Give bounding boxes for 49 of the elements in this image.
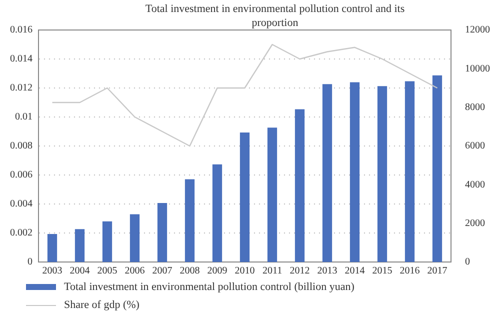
y2-tick-label: 4000 bbox=[465, 179, 485, 190]
chart-title: Total investment in environmental pollution control and its proportion bbox=[144, 2, 406, 30]
bar bbox=[74, 229, 85, 262]
y2-tick-label: 2000 bbox=[465, 218, 485, 229]
bar bbox=[130, 214, 140, 262]
bar bbox=[322, 84, 332, 262]
y-tick-label: 0.004 bbox=[10, 198, 32, 210]
legend-label: Share of gdp (%) bbox=[64, 299, 140, 311]
bar bbox=[267, 128, 278, 262]
x-tick-label: 2011 bbox=[262, 266, 282, 277]
y-tick-label: 0.008 bbox=[10, 140, 32, 152]
bar bbox=[47, 234, 58, 262]
y2-tick-label: 0 bbox=[465, 256, 470, 268]
bar bbox=[184, 179, 195, 262]
y-tick-label: 0 bbox=[28, 256, 32, 268]
bar bbox=[240, 132, 250, 262]
x-tick-label: 2006 bbox=[124, 266, 145, 277]
x-tick-label: 2016 bbox=[400, 266, 420, 277]
y-tick-label: 0.012 bbox=[10, 82, 32, 94]
y-tick-label: 0.002 bbox=[10, 228, 32, 239]
x-tick-label: 2012 bbox=[290, 266, 310, 277]
y2-tick-label: 12000 bbox=[465, 24, 490, 36]
x-tick-label: 2004 bbox=[70, 266, 90, 277]
bar bbox=[404, 81, 415, 262]
y2-tick-label: 8000 bbox=[465, 102, 485, 113]
x-tick-label: 2003 bbox=[42, 266, 62, 277]
y-tick-label: 0.016 bbox=[10, 24, 32, 36]
y2-tick-label: 10000 bbox=[465, 63, 490, 74]
x-tick-label: 2015 bbox=[372, 266, 392, 277]
y2-tick-label: 6000 bbox=[465, 140, 485, 152]
x-tick-label: 2005 bbox=[97, 266, 118, 277]
bar bbox=[350, 82, 360, 262]
bar bbox=[102, 221, 112, 262]
bar bbox=[157, 203, 168, 262]
y-tick-label: 0.014 bbox=[10, 54, 32, 65]
x-tick-label: 2009 bbox=[207, 266, 228, 277]
x-tick-label: 2007 bbox=[152, 266, 172, 277]
x-tick-label: 2010 bbox=[234, 266, 255, 277]
legend-label: Total investment in environmental pollution control (billion yuan) bbox=[64, 281, 354, 293]
x-tick-label: 2013 bbox=[317, 266, 338, 277]
x-tick-label: 2014 bbox=[344, 266, 365, 277]
y-tick-label: 0.01 bbox=[15, 112, 32, 123]
x-tick-label: 2017 bbox=[427, 266, 448, 277]
bar bbox=[212, 164, 222, 262]
bar bbox=[432, 75, 442, 262]
bar bbox=[377, 86, 388, 262]
x-tick-label: 2008 bbox=[180, 266, 200, 277]
bar bbox=[294, 109, 305, 262]
y-tick-label: 0.006 bbox=[10, 170, 32, 181]
